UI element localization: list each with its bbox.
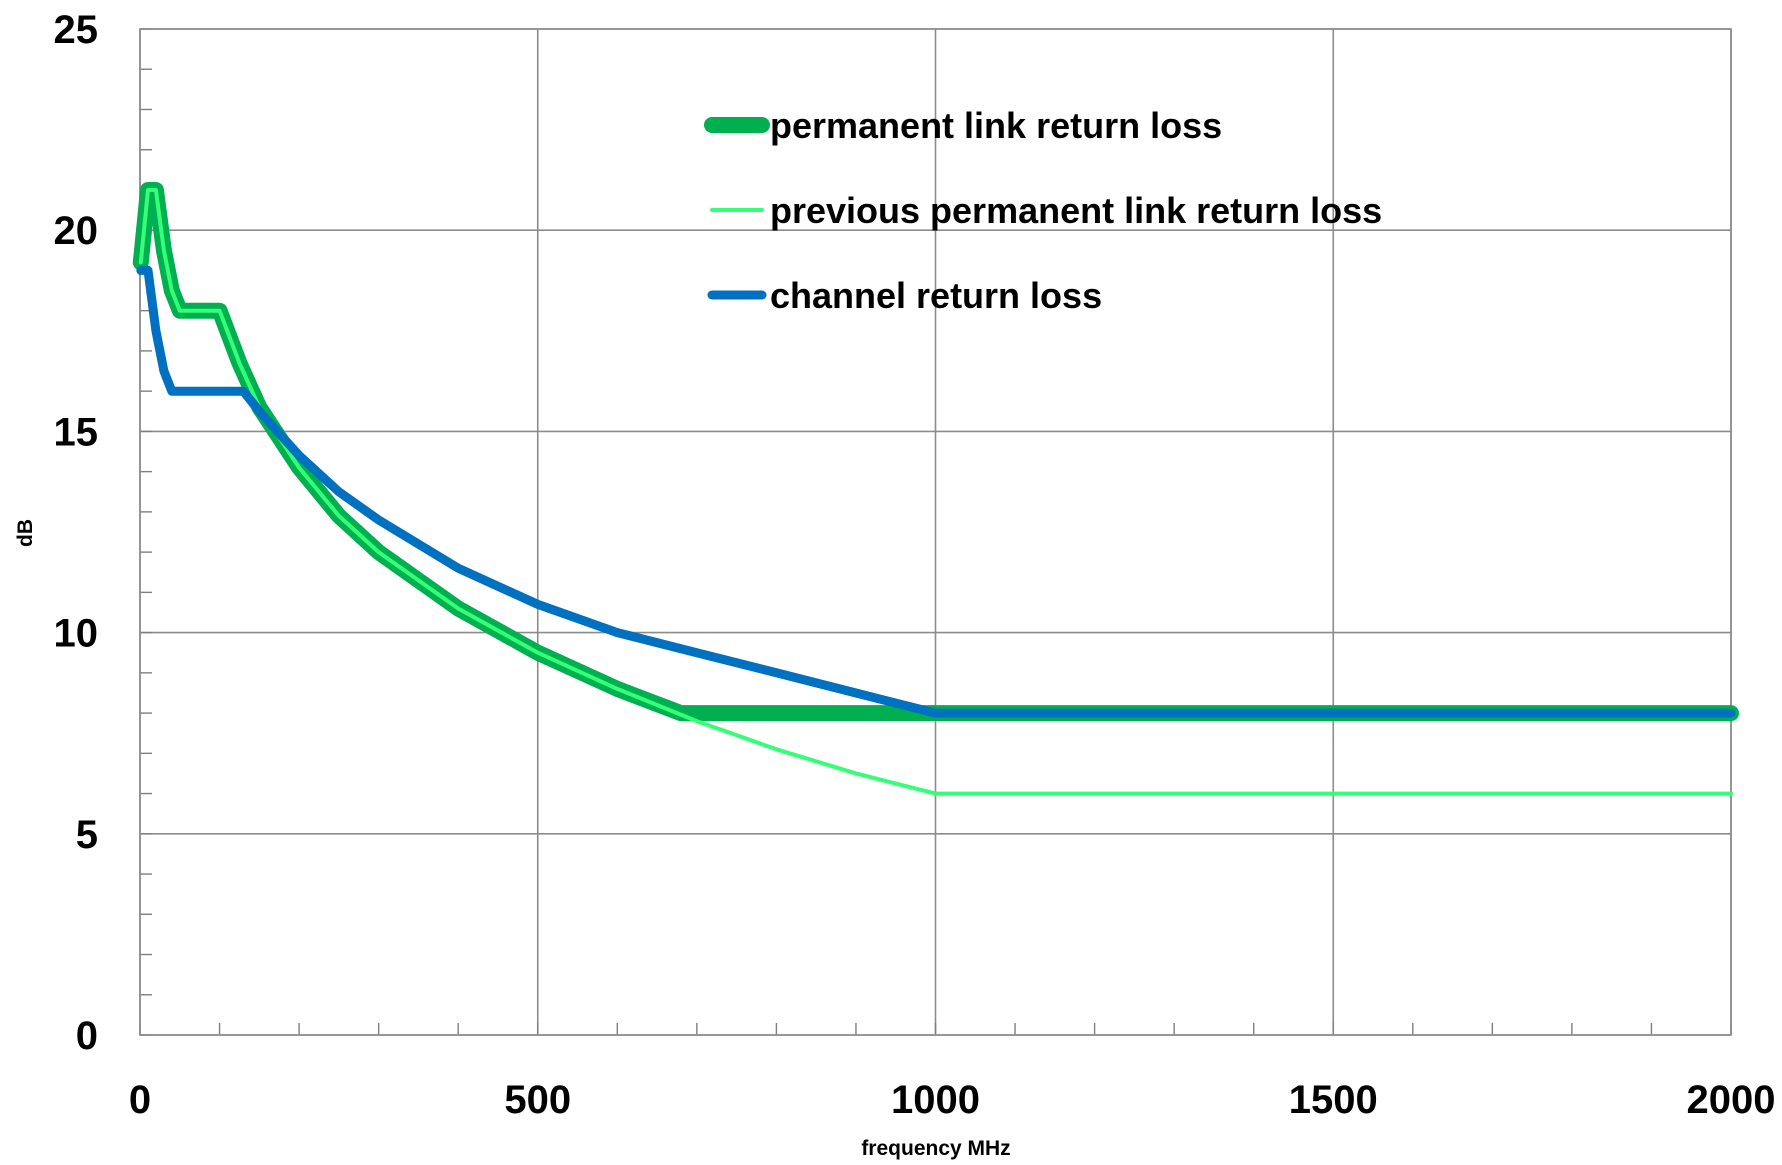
grid xyxy=(139,28,1732,1036)
y-tick-label: 15 xyxy=(54,410,99,454)
x-tick-label: 2000 xyxy=(1687,1078,1776,1122)
y-tick-labels: 0 5 10 15 20 25 xyxy=(54,8,99,1058)
x-tick-label: 0 xyxy=(129,1078,151,1122)
x-tick-labels: 0 500 1000 1500 2000 xyxy=(129,1078,1776,1122)
series-line-previous-permanent-link xyxy=(138,188,1733,796)
legend: permanent link return loss previous perma… xyxy=(704,105,1382,316)
legend-item-channel-label: channel return loss xyxy=(770,275,1102,316)
y-tick-label: 10 xyxy=(54,612,99,656)
y-tick-label: 20 xyxy=(54,209,99,253)
series-line-channel xyxy=(136,265,1736,718)
x-axis-title: frequency MHz xyxy=(861,1137,1010,1160)
legend-item-previous-permanent-link-label: previous permanent link return loss xyxy=(770,190,1382,231)
y-tick-label: 0 xyxy=(76,1014,98,1058)
series-layer xyxy=(132,182,1739,796)
y-tick-label: 5 xyxy=(76,813,98,857)
plot-border xyxy=(139,28,1732,1036)
legend-item-permanent-link-label: permanent link return loss xyxy=(770,105,1222,146)
plot-frame xyxy=(139,28,1732,1036)
x-tick-label: 1500 xyxy=(1289,1078,1378,1122)
x-tick-label: 500 xyxy=(504,1078,571,1122)
y-tick-label: 25 xyxy=(54,8,99,52)
x-tick-label: 1000 xyxy=(891,1078,980,1122)
y-axis-title: dB xyxy=(14,519,37,547)
